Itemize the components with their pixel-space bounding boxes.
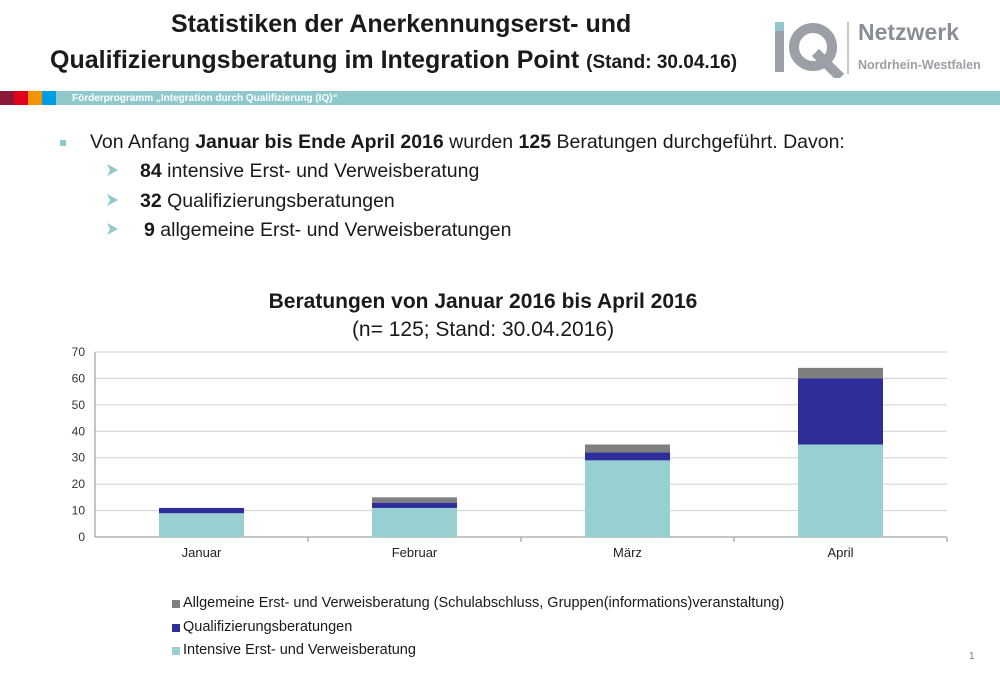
logo-region: Nordrhein-Westfalen [858,58,981,72]
x-category-label: März [613,545,642,560]
banner-color-block [14,91,28,105]
arrow-bullet-icon [107,164,118,176]
x-category-label: Januar [182,545,222,560]
bar-segment [798,378,883,445]
y-tick-label: 60 [72,371,86,385]
bar-segment [159,507,244,514]
summary-item-count: 32 [140,190,162,212]
summary-item-label: allgemeine Erst- und Verweisberatungen [154,219,512,241]
intro-part: Beratungen durchgeführt. Davon: [551,131,845,153]
bullet-square-icon [60,140,66,146]
programme-label: Förderprogramm „Integration durch Qualif… [72,93,338,104]
y-tick-label: 0 [78,530,85,544]
page-number: 1 [969,651,975,662]
iq-logo-icon [775,22,849,78]
bar-segment [798,444,883,537]
y-tick-label: 70 [72,345,86,359]
summary-item-count: 9 [144,219,155,241]
banner-color-block [42,91,56,105]
x-category-label: April [827,545,853,560]
programme-banner [0,91,1000,105]
y-tick-label: 20 [72,477,86,491]
page-title-main: Qualifizierungsberatung im Integration P… [50,46,580,74]
chart-subtitle: (n= 125; Stand: 30.04.2016) [351,318,615,341]
arrow-bullet-icon [107,223,118,235]
summary-intro-text: Von Anfang Januar bis Ende April 2016 wu… [90,131,845,154]
bar-segment [798,367,883,379]
y-tick-label: 40 [72,424,86,438]
y-tick-label: 10 [72,504,86,518]
summary-item-text: 84 intensive Erst- und Verweisberatung [140,160,479,183]
legend-label: Qualifizierungsberatungen [183,619,353,635]
banner-color-block [0,91,14,105]
page-title-stand: (Stand: 30.04.16) [586,52,738,73]
intro-part: Von Anfang [90,131,196,153]
intro-total: 125 [518,131,552,153]
intro-period: Januar bis Ende April 2016 [195,131,444,153]
arrow-bullet-icon [107,194,118,206]
legend-swatch [172,624,180,632]
bar-segment [372,502,457,508]
bar-segment [585,452,670,461]
legend-swatch [172,600,180,608]
y-tick-label: 50 [72,398,86,412]
bar-segment [585,460,670,537]
intro-part: wurden [443,131,519,153]
x-category-label: Februar [392,545,438,560]
summary-item-label: Qualifizierungsberatungen [161,190,395,212]
logo-name: Netzwerk [858,19,959,45]
page-title-line-2: Qualifizierungsberatung im Integration P… [50,46,737,75]
legend-swatch [172,647,180,655]
bar-segment [372,497,457,503]
summary-item-count: 84 [140,160,162,182]
summary-item-text: 32 Qualifizierungsberatungen [140,190,395,213]
banner-teal-band [56,91,1000,105]
bar-segment [585,444,670,453]
y-tick-label: 30 [72,451,86,465]
summary-item-label: intensive Erst- und Verweisberatung [161,160,480,182]
chart-title: Beratungen von Januar 2016 bis April 201… [268,290,698,313]
banner-color-block [28,91,42,105]
summary-item-text: 9 allgemeine Erst- und Verweisberatungen [144,219,512,242]
page-title-line-1: Statistiken der Anerkennungserst- und [171,10,632,38]
bar-segment [159,513,244,537]
legend-label: Intensive Erst- und Verweisberatung [183,642,416,658]
bar-segment [372,507,457,537]
legend-label: Allgemeine Erst- und Verweisberatung (Sc… [183,595,785,611]
